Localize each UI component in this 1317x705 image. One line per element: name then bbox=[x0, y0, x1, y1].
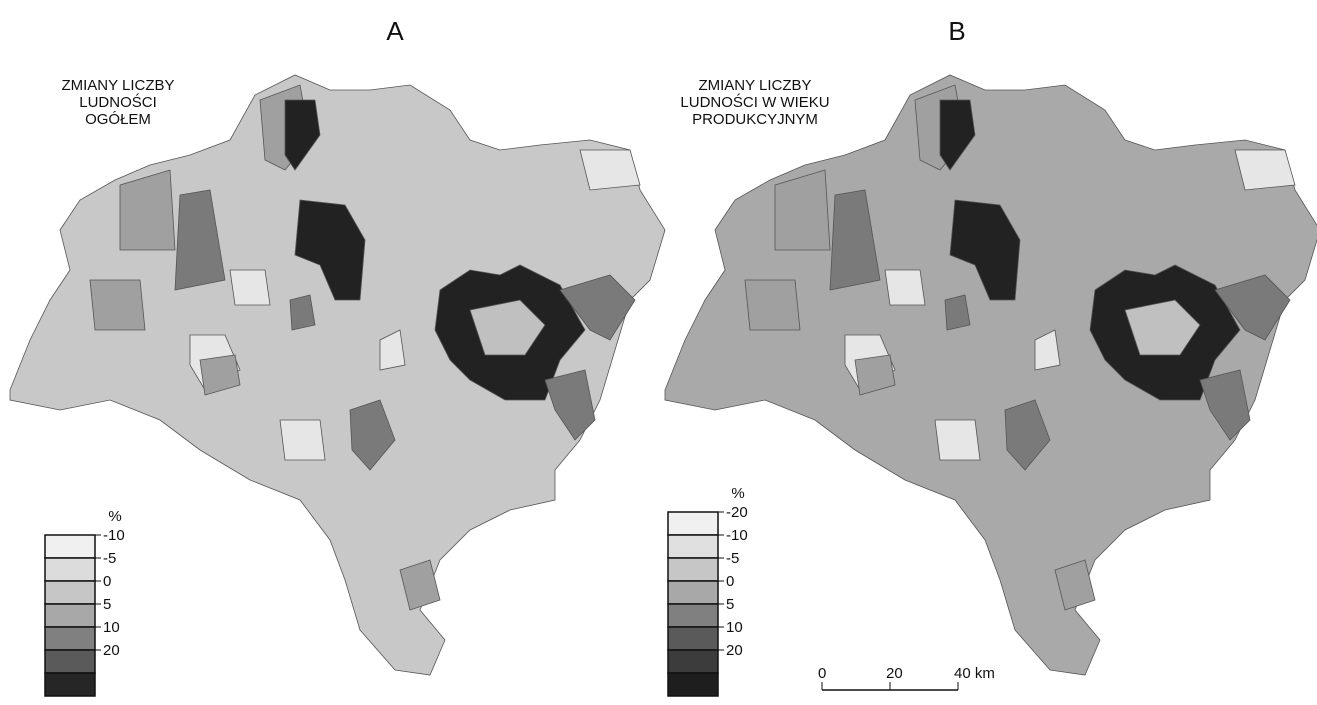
legend-label: -20 bbox=[726, 504, 748, 521]
legend-unit: % bbox=[108, 508, 121, 525]
legend-box bbox=[44, 603, 96, 628]
legend-box bbox=[667, 557, 719, 582]
legend-box bbox=[667, 672, 719, 697]
legend-box bbox=[667, 580, 719, 605]
map-title: LUDNOŚCI W WIEKU bbox=[680, 93, 829, 111]
legend-label: 0 bbox=[103, 573, 111, 590]
map-title: PRODUKCYJNYM bbox=[692, 111, 818, 128]
map-title: ZMIANY LICZBY bbox=[61, 77, 174, 94]
legend-box bbox=[44, 649, 96, 674]
legend-label: -5 bbox=[103, 550, 116, 567]
map-title: OGÓŁEM bbox=[85, 111, 151, 128]
scale-label: 40 km bbox=[954, 665, 995, 682]
legend-unit: % bbox=[731, 485, 744, 502]
legend-label: 5 bbox=[103, 596, 111, 613]
legend-box bbox=[667, 603, 719, 628]
legend-label: 20 bbox=[726, 642, 743, 659]
legend-label: 5 bbox=[726, 596, 734, 613]
legend-label: -10 bbox=[726, 527, 748, 544]
panel-label: B bbox=[948, 16, 965, 46]
legend-label: 0 bbox=[726, 573, 734, 590]
map-b bbox=[664, 74, 1317, 676]
legend-label: 10 bbox=[103, 619, 120, 636]
legend-box bbox=[44, 580, 96, 605]
legend-label: 10 bbox=[726, 619, 743, 636]
legend-box bbox=[44, 626, 96, 651]
legend-box bbox=[44, 557, 96, 582]
legend-box bbox=[44, 672, 96, 697]
legend-label: -5 bbox=[726, 550, 739, 567]
scale-label: 20 bbox=[886, 665, 903, 682]
panel-label: A bbox=[386, 16, 404, 46]
map-shape bbox=[664, 74, 1317, 676]
scale-label: 0 bbox=[818, 665, 826, 682]
legend-box bbox=[667, 626, 719, 651]
legend-label: 20 bbox=[103, 642, 120, 659]
map-title: LUDNOŚCI bbox=[79, 93, 157, 111]
legend-label: -10 bbox=[103, 527, 125, 544]
legend-box bbox=[44, 534, 96, 559]
legend-box bbox=[667, 511, 719, 536]
legend-box bbox=[667, 534, 719, 559]
legend-box bbox=[667, 649, 719, 674]
map-title: ZMIANY LICZBY bbox=[698, 77, 811, 94]
